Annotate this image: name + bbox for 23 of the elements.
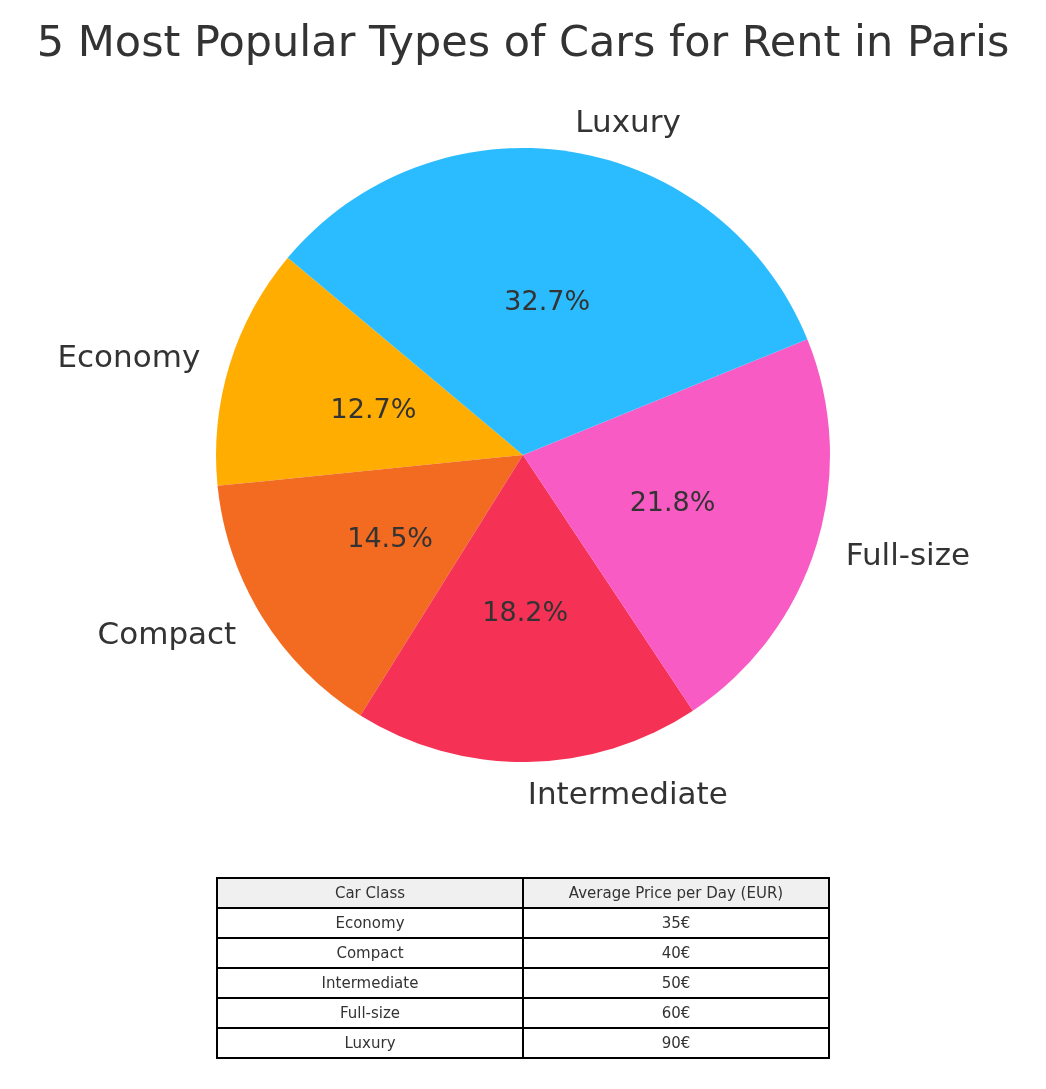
- text: Average Price per Day (EUR): [523, 878, 829, 908]
- category-label: Compact: [336, 944, 404, 962]
- data-label: 32.7%: [504, 284, 591, 316]
- slice-label: Economy: [57, 337, 201, 374]
- category-label: Economy: [335, 914, 405, 932]
- text: 60€: [523, 998, 829, 1028]
- data-label: 21.8%: [629, 485, 716, 517]
- text: Car Class: [217, 878, 523, 908]
- data-label: 12.7%: [330, 393, 417, 425]
- category-label: Full-size: [339, 1004, 401, 1022]
- chart-title: 5 Most Popular Types of Cars for Rent in Paris: [36, 15, 1010, 66]
- slice-label: Compact: [97, 615, 237, 652]
- slice-label: Intermediate: [217, 968, 523, 998]
- text: 50€: [523, 968, 829, 998]
- slice-label: Full-size: [845, 536, 971, 573]
- slice-label: Luxury: [575, 103, 681, 140]
- data-label: 18.2%: [482, 595, 569, 627]
- text: 35€: [523, 908, 829, 938]
- data-label: 14.5%: [347, 522, 434, 554]
- category-label: Luxury: [344, 1034, 396, 1052]
- text: 40€: [523, 938, 829, 968]
- slice-label: Intermediate: [527, 774, 728, 811]
- text: 90€: [523, 1028, 829, 1058]
